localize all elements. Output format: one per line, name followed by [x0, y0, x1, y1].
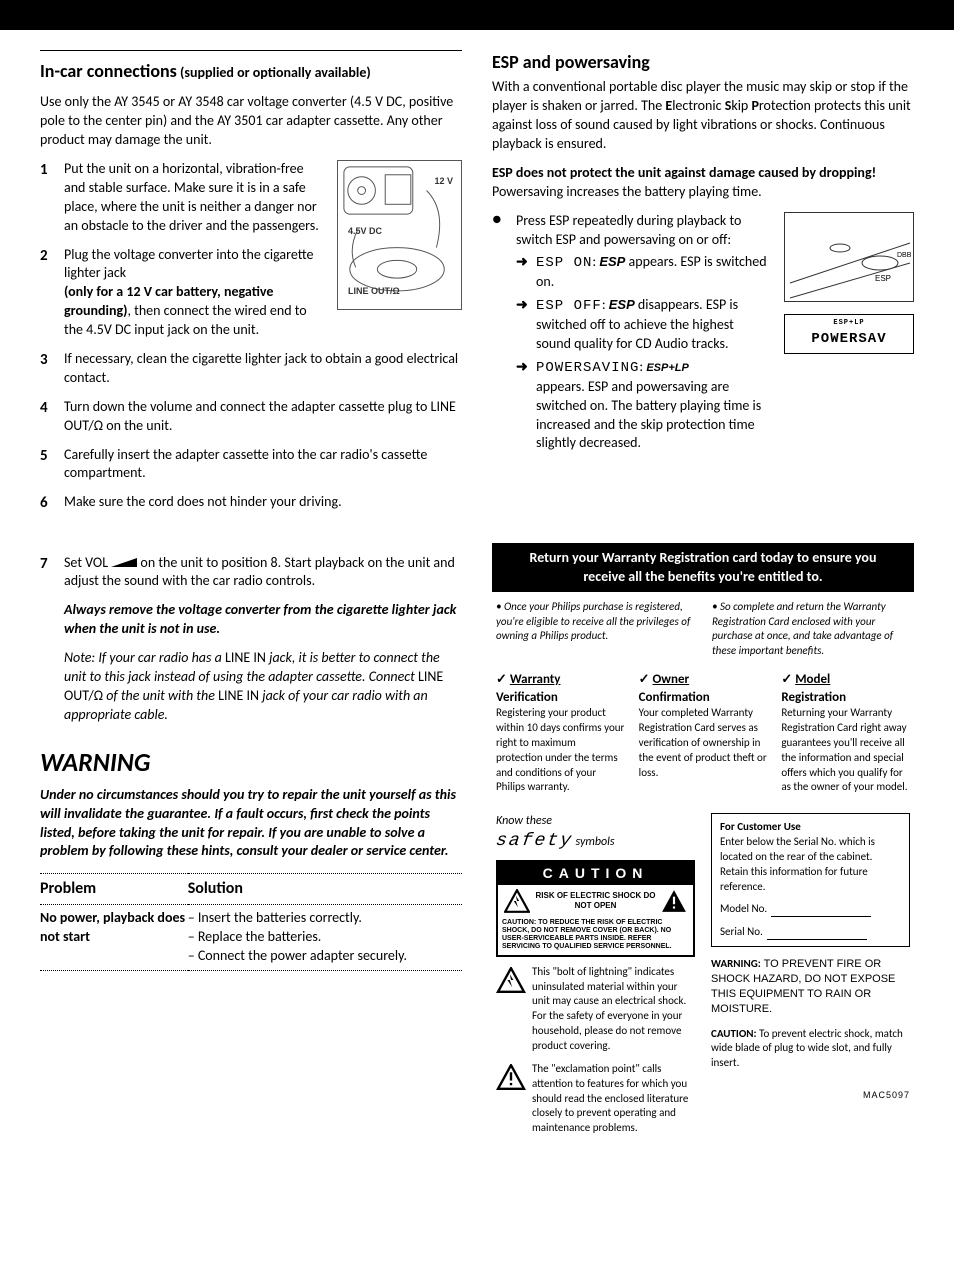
warning-label: WARNING:	[711, 957, 761, 970]
step-1: Put the unit on a horizontal, vibration-…	[64, 160, 327, 236]
arrow-icon: ➜	[516, 296, 530, 354]
step-2: Plug the voltage converter into the ciga…	[64, 246, 327, 340]
step-number: 5	[40, 446, 54, 484]
step-7: Set VOL on the unit to position 8. Start…	[64, 554, 462, 592]
warranty-block: Return your Warranty Registration card t…	[492, 543, 914, 1144]
incar-intro: Use only the AY 3545 or AY 3548 car volt…	[40, 93, 462, 150]
svg-text:ESP: ESP	[875, 274, 891, 283]
always-remove-note: Always remove the voltage converter from…	[40, 601, 462, 639]
right-column: ESP and powersaving With a conventional …	[492, 50, 914, 1144]
diagram-label-12v: 12 V	[434, 175, 453, 187]
step-number: 6	[40, 493, 54, 513]
step-6: Make sure the cord does not hinder your …	[64, 493, 462, 513]
step-number: 7	[40, 554, 54, 592]
esp-bullet: Press ESP repeatedly during playback to …	[516, 212, 769, 458]
lcd-label-esplp: ESP+LP	[785, 319, 913, 328]
warranty-banner: Return your Warranty Registration card t…	[492, 543, 914, 591]
warranty-col-2: ✓ OwnerConfirmation Your completed Warra…	[639, 671, 768, 795]
warranty-col-1: ✓ WarrantyVerification Registering your …	[496, 671, 625, 795]
vol-ramp-icon	[111, 558, 137, 568]
problem-cell: No power, playback does not start	[40, 904, 188, 970]
step-5: Carefully insert the adapter cassette in…	[64, 446, 462, 484]
lightning-triangle-icon	[504, 889, 530, 913]
left-column: In-car connections (supplied or optional…	[40, 50, 462, 1144]
step-number: 1	[40, 160, 54, 236]
top-black-bar	[0, 0, 954, 30]
step-number: 3	[40, 350, 54, 388]
esp-intro: With a conventional portable disc player…	[492, 78, 914, 154]
svg-text:DBB: DBB	[897, 252, 912, 259]
step-3: If necessary, clean the cigarette lighte…	[64, 350, 462, 388]
warranty-bullet-1: • Once your Philips purchase is register…	[496, 600, 694, 659]
esp-warning-note: ESP does not protect the unit against da…	[492, 164, 914, 202]
solution-cell: – Insert the batteries correctly. – Repl…	[188, 904, 462, 970]
safety-right: For Customer Use Enter below the Serial …	[711, 813, 910, 1144]
warning-heading: WARNING	[40, 745, 462, 780]
step-number: 2	[40, 246, 54, 340]
table-header-solution: Solution	[188, 874, 462, 905]
step-4: Turn down the volume and connect the ada…	[64, 398, 462, 436]
exclamation-triangle-icon	[661, 889, 687, 913]
customer-use-box: For Customer Use Enter below the Serial …	[711, 813, 910, 947]
caution-box: CAUTION RISK OF ELECTRIC SHOCK DO NOT OP…	[496, 860, 695, 957]
caution-label: CAUTION:	[711, 1027, 757, 1040]
lcd-label-powersav: POWERSAV	[785, 330, 913, 349]
arrow-icon: ➜	[516, 358, 530, 453]
page-content: In-car connections (supplied or optional…	[0, 30, 954, 1174]
warranty-bullet-2: • So complete and return the Warranty Re…	[712, 600, 910, 659]
warning-body: Under no circumstances should you try to…	[40, 786, 462, 862]
incar-heading: In-car connections	[40, 60, 177, 82]
bullet-icon: ●	[492, 212, 506, 458]
diagram-label-lineout: LINE OUT/Ω	[348, 285, 400, 297]
bolt-text: This "bolt of lightning" indicates unins…	[532, 965, 695, 1054]
exclamation-triangle-icon	[496, 1064, 526, 1090]
footer-code: MAC5097	[711, 1089, 910, 1101]
diagram-label-45vdc: 4.5V DC	[348, 225, 382, 237]
incar-subheading: (supplied or optionally available)	[180, 64, 371, 81]
exclamation-text: The "exclamation point" calls attention …	[532, 1062, 695, 1136]
table-header-problem: Problem	[40, 874, 188, 905]
line-in-note: Note: If your car radio has a LINE IN ja…	[40, 649, 462, 725]
warranty-col-3: ✓ ModelRegistration Returning your Warra…	[781, 671, 910, 795]
esp-diagram: ESP DBB ESP+LP POWERSAV	[784, 212, 914, 354]
safety-left: Know these safety symbols CAUTION RISK O…	[496, 813, 695, 1144]
lightning-triangle-icon	[496, 967, 526, 993]
car-diagram: 12 V 4.5V DC LINE OUT/Ω	[337, 160, 462, 310]
problem-solution-table: Problem Solution No power, playback does…	[40, 873, 462, 970]
esp-heading: ESP and powersaving	[492, 50, 914, 74]
step-number: 4	[40, 398, 54, 436]
safety-word: safety	[494, 829, 574, 853]
arrow-icon: ➜	[516, 253, 530, 292]
